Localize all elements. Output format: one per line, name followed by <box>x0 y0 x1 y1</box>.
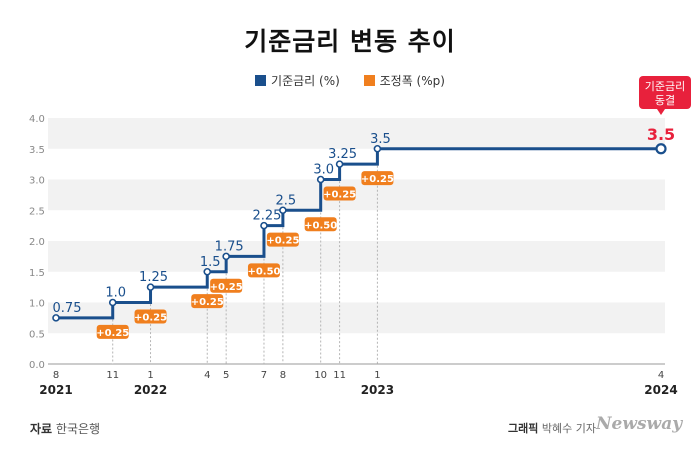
x-tick-month: 4 <box>658 370 664 381</box>
x-tick-month: 1 <box>147 370 153 381</box>
data-point <box>373 144 382 153</box>
y-tick-label: 0.0 <box>29 360 45 371</box>
source-label: 자료 <box>30 422 53 436</box>
credit-value: 박혜수 기자 <box>541 422 596 435</box>
rate-label: 2.5 <box>276 193 297 208</box>
change-badge <box>247 263 280 278</box>
data-point <box>203 267 212 276</box>
change-label: +0.50 <box>304 220 337 231</box>
change-badge <box>266 232 299 247</box>
x-tick-month: 8 <box>53 370 59 381</box>
graphic-credit: 그래픽 박혜수 기자 <box>508 420 596 436</box>
x-tick-month: 11 <box>333 370 346 381</box>
change-label: +0.25 <box>96 328 129 339</box>
legend: 기준금리 (%) 조정폭 (%p) <box>0 72 700 89</box>
data-point <box>335 160 344 168</box>
change-badge <box>96 324 129 339</box>
rate-label: 1.25 <box>139 270 168 285</box>
change-label: +0.25 <box>191 297 224 308</box>
change-badge <box>134 309 167 324</box>
data-point <box>260 221 268 230</box>
x-tick-month: 10 <box>314 370 327 381</box>
change-badge <box>191 294 224 309</box>
y-tick-label: 3.5 <box>29 145 45 156</box>
rate-label: 1.0 <box>105 286 126 301</box>
rate-label: 2.25 <box>252 209 281 224</box>
legend-label-change: 조정폭 (%p) <box>379 74 445 88</box>
freeze-callout-box <box>639 76 691 109</box>
change-badge <box>304 217 337 232</box>
x-tick-month: 4 <box>204 370 210 381</box>
brand-logo: Newsway <box>596 414 683 434</box>
y-tick-label: 0.5 <box>29 329 45 340</box>
freeze-callout-pointer <box>657 109 665 115</box>
y-tick-label: 2.5 <box>29 206 45 217</box>
rate-label: 1.75 <box>215 239 244 254</box>
page-title: 기준금리 변동 추이 <box>244 27 456 56</box>
data-point <box>108 298 117 307</box>
change-label: +0.25 <box>323 190 356 201</box>
y-tick-label: 1.0 <box>29 299 45 310</box>
data-point <box>52 314 60 322</box>
change-label: +0.50 <box>247 266 280 277</box>
x-year-label: 2022 <box>134 383 167 397</box>
rate-label: 3.5 <box>370 132 391 147</box>
x-year-label: 2021 <box>39 383 72 397</box>
x-tick-month: 11 <box>106 370 119 381</box>
legend-swatch-change <box>363 75 375 86</box>
credit-label: 그래픽 <box>508 422 539 435</box>
legend-swatch-rate <box>255 75 267 86</box>
change-label: +0.25 <box>210 282 243 293</box>
change-badge <box>323 186 356 201</box>
data-point <box>279 206 287 215</box>
rate-label: 3.0 <box>313 163 334 178</box>
grid-band <box>48 179 665 211</box>
source-value: 한국은행 <box>55 422 101 436</box>
source-note: 자료 한국은행 <box>30 420 100 437</box>
data-point <box>146 283 155 291</box>
x-year-label: 2024 <box>644 383 677 397</box>
grid-band <box>48 241 665 272</box>
y-tick-label: 4.0 <box>29 114 45 125</box>
change-label: +0.25 <box>266 236 299 247</box>
change-label: +0.25 <box>134 313 167 324</box>
data-point <box>655 143 667 155</box>
freeze-callout-line1: 기준금리 <box>645 80 685 93</box>
rate-label: 1.5 <box>200 255 221 270</box>
x-tick-month: 5 <box>223 370 229 381</box>
rate-label: 3.5 <box>647 125 675 144</box>
data-point <box>222 252 230 261</box>
legend-label-rate: 기준금리 (%) <box>271 74 340 88</box>
change-badge <box>210 278 243 293</box>
x-year-label: 2023 <box>361 383 394 397</box>
x-tick-month: 1 <box>374 370 380 381</box>
freeze-callout-line2: 동결 <box>655 94 675 107</box>
change-badge <box>361 171 394 186</box>
legend-item-rate: 기준금리 (%) <box>255 72 340 89</box>
x-tick-month: 7 <box>261 370 267 381</box>
x-tick-month: 8 <box>280 370 286 381</box>
legend-item-change: 조정폭 (%p) <box>363 72 445 89</box>
y-tick-label: 3.0 <box>29 176 45 187</box>
change-label: +0.25 <box>361 174 394 185</box>
grid-band <box>48 118 665 149</box>
rate-step-line <box>56 147 661 320</box>
rate-label: 0.75 <box>53 301 82 316</box>
rate-label: 3.25 <box>328 147 357 162</box>
data-point <box>316 175 325 184</box>
y-tick-label: 1.5 <box>29 268 45 279</box>
y-tick-label: 2.0 <box>29 237 45 248</box>
